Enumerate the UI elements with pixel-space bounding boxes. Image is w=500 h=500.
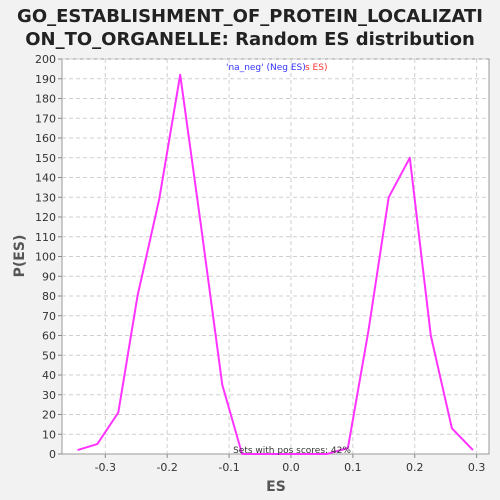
y-tick-label: 40: [42, 369, 56, 382]
chart-title-line-2: ON_TO_ORGANELLE: Random ES distribution: [25, 29, 475, 50]
legend-pos-text: s ES): [305, 63, 327, 73]
x-tick-label: 0.2: [406, 461, 424, 474]
x-tick-label: 0.3: [468, 461, 486, 474]
y-tick-label: 20: [42, 409, 56, 422]
y-axis-label: P(ES): [12, 235, 28, 278]
x-tick-label: -0.2: [156, 461, 177, 474]
y-tick-label: 80: [42, 290, 56, 303]
y-tick-label: 110: [35, 231, 56, 244]
y-tick-label: 10: [42, 428, 56, 441]
y-tick-label: 130: [35, 191, 56, 204]
x-tick-label: -0.1: [218, 461, 239, 474]
y-tick-label: 30: [42, 389, 56, 402]
y-tick-label: 160: [35, 132, 56, 145]
y-tick-label: 120: [35, 211, 56, 224]
y-tick-label: 190: [35, 73, 56, 86]
y-axis-ticks: 0 10 20 30 40 50 60 70 80 90 100 110 120 130 140 150 160…: [35, 53, 62, 461]
x-axis-label: ES: [266, 479, 286, 495]
legend-neg-text: 'na_neg' (Neg ES): [226, 63, 306, 73]
series-group: [77, 73, 474, 455]
x-axis-ticks: -0.3 -0.2 -0.1 0.0 0.1 0.2 0.3: [95, 454, 486, 474]
y-tick-label: 90: [42, 270, 56, 283]
x-tick-label: -0.3: [95, 461, 116, 474]
y-tick-label: 100: [35, 251, 56, 264]
y-tick-label: 200: [35, 53, 56, 66]
y-tick-label: 140: [35, 172, 56, 185]
y-tick-label: 50: [42, 349, 56, 362]
y-tick-label: 60: [42, 330, 56, 343]
y-tick-label: 0: [49, 448, 56, 461]
y-tick-label: 170: [35, 112, 56, 125]
chart-title-line-1: GO_ESTABLISHMENT_OF_PROTEIN_LOCALIZATI: [17, 6, 483, 27]
x-tick-label: 0.0: [282, 461, 300, 474]
y-tick-label: 150: [35, 152, 56, 165]
es-series-line: [77, 73, 474, 455]
pos-scores-annotation: Sets with pos scores: 42%: [233, 446, 351, 456]
grid-lines: [62, 58, 489, 454]
y-tick-label: 70: [42, 310, 56, 323]
y-tick-label: 180: [35, 93, 56, 106]
x-tick-label: 0.1: [344, 461, 362, 474]
